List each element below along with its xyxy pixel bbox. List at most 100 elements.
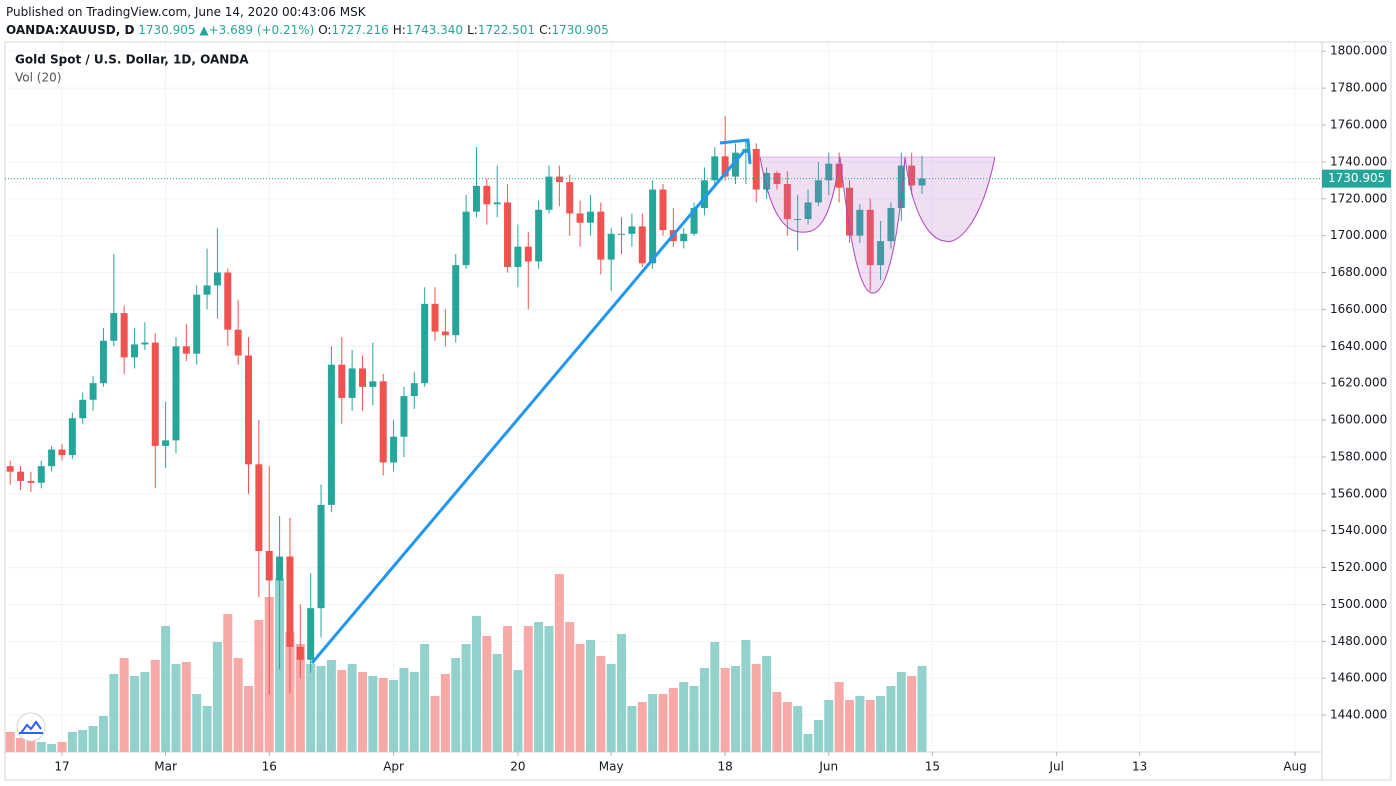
volume-bar bbox=[762, 656, 772, 752]
candle-body bbox=[493, 202, 501, 205]
y-tick-label: 1580.000 bbox=[1330, 449, 1387, 463]
candle-body bbox=[17, 471, 25, 481]
volume-bar bbox=[223, 614, 233, 752]
x-tick-label: 16 bbox=[262, 760, 277, 774]
volume-bar bbox=[119, 658, 129, 752]
candle-body bbox=[131, 344, 139, 358]
trend-arrow bbox=[719, 138, 752, 165]
y-tick-label: 1440.000 bbox=[1330, 708, 1387, 722]
candle-body bbox=[752, 148, 760, 190]
y-tick-label: 1700.000 bbox=[1330, 228, 1387, 242]
candle-body bbox=[804, 202, 812, 220]
volume-bar bbox=[471, 616, 481, 752]
volume-bar bbox=[699, 668, 709, 752]
volume-bar bbox=[803, 734, 813, 752]
candle-body bbox=[358, 368, 366, 387]
candle-body bbox=[6, 466, 14, 472]
volume-bar bbox=[378, 678, 388, 752]
volume-bar bbox=[399, 668, 409, 752]
candle-body bbox=[441, 331, 449, 336]
candles bbox=[6, 115, 926, 695]
volume-bar bbox=[544, 626, 554, 752]
candle-body bbox=[566, 182, 574, 214]
candle-body bbox=[825, 163, 833, 181]
volume-bar bbox=[16, 738, 26, 752]
y-tick-label: 1540.000 bbox=[1330, 523, 1387, 537]
candle-body bbox=[327, 364, 335, 505]
y-tick-label: 1520.000 bbox=[1330, 560, 1387, 574]
candle-body bbox=[234, 329, 242, 356]
y-tick-label: 1620.000 bbox=[1330, 376, 1387, 390]
candle-body bbox=[369, 381, 377, 387]
candle-body bbox=[659, 189, 667, 231]
volume-bar bbox=[461, 644, 471, 752]
volume-bar bbox=[98, 716, 108, 752]
volume-bar bbox=[295, 644, 305, 752]
drawings bbox=[310, 138, 996, 664]
volume-bar bbox=[834, 682, 844, 752]
candle-body bbox=[141, 342, 149, 345]
volume-bar bbox=[679, 682, 689, 752]
ohlc-label: C: bbox=[539, 23, 552, 37]
candle-body bbox=[99, 340, 107, 384]
volume-bar bbox=[751, 664, 761, 752]
volume-bar bbox=[772, 692, 782, 752]
candle-body bbox=[586, 211, 594, 223]
volume-bar bbox=[244, 686, 254, 752]
candle-body bbox=[545, 176, 553, 210]
x-tick-label: 13 bbox=[1132, 760, 1147, 774]
x-tick-label: 20 bbox=[510, 760, 525, 774]
candle-body bbox=[48, 449, 56, 467]
candle-body bbox=[452, 265, 460, 336]
volume-bar bbox=[617, 634, 627, 752]
candle-body bbox=[110, 313, 118, 341]
candle-body bbox=[400, 396, 408, 437]
candle-body bbox=[390, 436, 398, 463]
volume-bar bbox=[26, 740, 36, 752]
candle-body bbox=[286, 556, 294, 647]
candle-body bbox=[877, 241, 885, 266]
candle-body bbox=[317, 504, 325, 609]
ohlc: O:1727.216 H:1743.340 L:1722.501 C:1730.905 bbox=[318, 23, 613, 37]
volume-bar bbox=[78, 730, 88, 752]
candle-body bbox=[711, 156, 719, 181]
logo-mark bbox=[19, 720, 43, 734]
volume-bar bbox=[741, 640, 751, 752]
candle-body bbox=[68, 418, 76, 456]
volume-bar bbox=[513, 670, 523, 752]
candle-body bbox=[700, 180, 708, 208]
last-price-box bbox=[1322, 169, 1391, 188]
candle-body bbox=[649, 189, 657, 264]
volume-bar bbox=[482, 636, 492, 752]
x-tick-label: Jul bbox=[1048, 760, 1063, 774]
candle-body bbox=[58, 449, 66, 456]
candle-body bbox=[276, 556, 284, 581]
x-tick-label: 18 bbox=[718, 760, 733, 774]
volume-bar bbox=[440, 674, 450, 752]
y-tick-label: 1780.000 bbox=[1330, 81, 1387, 95]
candle-body bbox=[866, 209, 874, 266]
volume bbox=[5, 574, 927, 752]
volume-bar bbox=[36, 742, 46, 752]
volume-bar bbox=[523, 626, 533, 752]
candle-body bbox=[79, 399, 87, 419]
candle-body bbox=[27, 480, 35, 483]
volume-bar bbox=[534, 622, 544, 752]
x-tick-label: Aug bbox=[1283, 760, 1306, 774]
volume-bar bbox=[731, 666, 741, 752]
volume-bar bbox=[306, 664, 316, 752]
candle-body bbox=[431, 303, 439, 332]
volume-bar bbox=[233, 658, 243, 752]
y-tick-label: 1760.000 bbox=[1330, 117, 1387, 131]
candle-body bbox=[182, 346, 190, 354]
candle-body bbox=[338, 364, 346, 398]
candle-body bbox=[597, 211, 605, 260]
candle-body bbox=[783, 184, 791, 220]
ohlc-value: 1727.216 bbox=[331, 23, 389, 37]
y-tick-label: 1640.000 bbox=[1330, 339, 1387, 353]
candle-body bbox=[421, 303, 429, 384]
volume-bar bbox=[492, 654, 502, 752]
y-tick-label: 1740.000 bbox=[1330, 154, 1387, 168]
candle-body bbox=[732, 152, 740, 177]
